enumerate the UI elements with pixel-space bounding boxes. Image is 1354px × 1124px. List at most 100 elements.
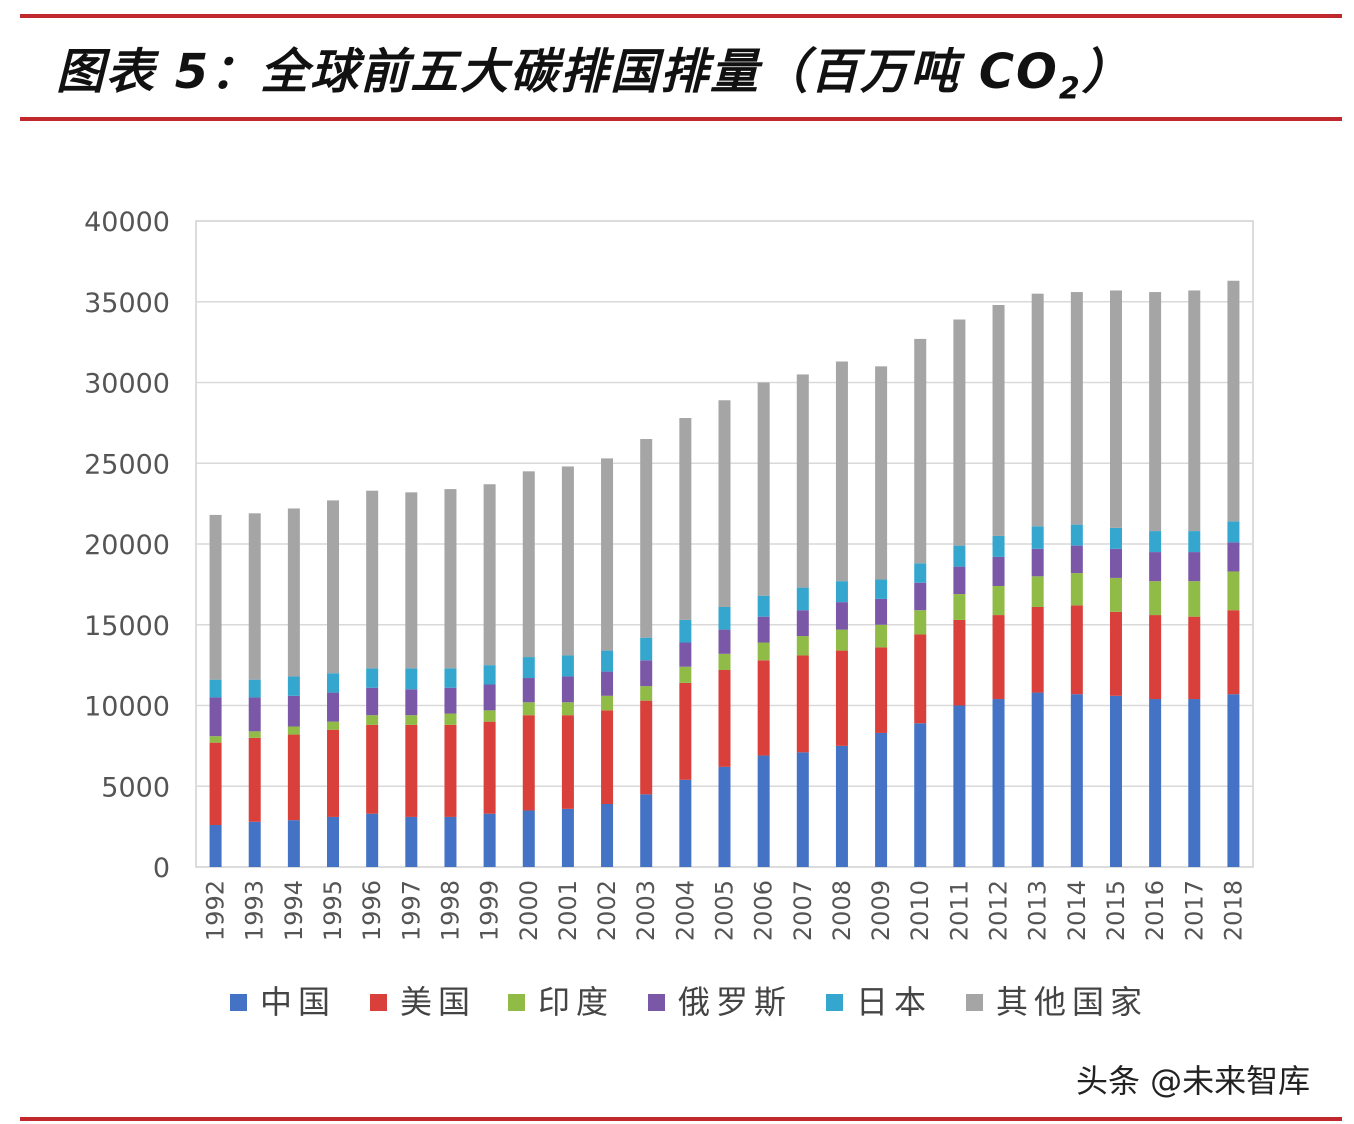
x-tick-label-1993: 1993 bbox=[241, 880, 269, 941]
bar-2016-日本 bbox=[1149, 531, 1162, 553]
bar-2004-印度 bbox=[679, 666, 692, 683]
x-tick-label-2007: 2007 bbox=[789, 880, 817, 941]
bar-1995-日本 bbox=[327, 673, 340, 693]
y-tick-label-0: 0 bbox=[153, 853, 170, 884]
bar-2010-日本 bbox=[914, 563, 927, 583]
bar-1998-日本 bbox=[444, 668, 457, 688]
bar-2013-美国 bbox=[1031, 606, 1044, 693]
bar-2015-印度 bbox=[1109, 577, 1122, 612]
bar-1992-中国 bbox=[209, 825, 222, 867]
bar-2005-印度 bbox=[718, 653, 731, 670]
bar-2011-中国 bbox=[953, 705, 966, 867]
bar-2007-印度 bbox=[796, 636, 809, 656]
bar-2011-其他国家 bbox=[953, 319, 966, 546]
bar-2012-印度 bbox=[992, 585, 1005, 616]
y-tick-label-5000: 5000 bbox=[101, 772, 170, 803]
bar-2012-中国 bbox=[992, 699, 1005, 867]
bar-1995-印度 bbox=[327, 721, 340, 730]
bar-1994-俄罗斯 bbox=[287, 695, 300, 727]
bar-2018-印度 bbox=[1227, 571, 1240, 611]
bar-2001-中国 bbox=[561, 808, 574, 867]
bar-2012-日本 bbox=[992, 535, 1005, 557]
legend-label-印度: 印度 bbox=[538, 983, 614, 1021]
chart-title-main: 图表 5：全球前五大碳排国排量（百万吨 CO bbox=[56, 44, 1059, 100]
x-tick-label-2014: 2014 bbox=[1063, 880, 1091, 941]
bar-1999-中国 bbox=[483, 813, 496, 867]
legend-label-俄罗斯: 俄罗斯 bbox=[678, 983, 792, 1021]
bar-1996-印度 bbox=[366, 715, 379, 725]
bar-2000-中国 bbox=[522, 810, 535, 867]
x-tick-label-2002: 2002 bbox=[593, 880, 621, 941]
x-tick-label-1994: 1994 bbox=[280, 880, 308, 941]
bar-1993-日本 bbox=[248, 679, 261, 698]
bar-1999-其他国家 bbox=[483, 484, 496, 666]
bar-2003-日本 bbox=[640, 637, 653, 661]
bar-1998-美国 bbox=[444, 724, 457, 817]
bar-2017-印度 bbox=[1188, 581, 1201, 617]
bar-2013-其他国家 bbox=[1031, 293, 1044, 527]
bar-1992-美国 bbox=[209, 742, 222, 826]
legend-label-日本: 日本 bbox=[856, 983, 932, 1021]
x-tick-label-2000: 2000 bbox=[515, 880, 543, 941]
bar-1997-美国 bbox=[405, 724, 418, 817]
bar-2007-其他国家 bbox=[796, 374, 809, 588]
bar-2003-印度 bbox=[640, 686, 653, 701]
x-tick-label-2017: 2017 bbox=[1180, 880, 1208, 941]
bar-2008-其他国家 bbox=[835, 361, 848, 582]
legend-label-中国: 中国 bbox=[260, 983, 336, 1021]
legend-swatch-俄罗斯 bbox=[648, 994, 665, 1011]
bar-2002-日本 bbox=[601, 650, 614, 672]
x-tick-label-2004: 2004 bbox=[671, 880, 699, 941]
bar-2007-美国 bbox=[796, 655, 809, 753]
bar-2001-美国 bbox=[561, 715, 574, 809]
bar-2007-俄罗斯 bbox=[796, 610, 809, 637]
bar-2016-俄罗斯 bbox=[1149, 552, 1162, 582]
bar-1993-俄罗斯 bbox=[248, 697, 261, 732]
x-tick-label-1996: 1996 bbox=[358, 880, 386, 941]
bar-1997-其他国家 bbox=[405, 492, 418, 669]
y-tick-label-30000: 30000 bbox=[84, 369, 170, 400]
bar-2016-其他国家 bbox=[1149, 292, 1162, 532]
y-tick-label-10000: 10000 bbox=[84, 692, 170, 723]
bar-2004-中国 bbox=[679, 779, 692, 867]
bar-1996-俄罗斯 bbox=[366, 687, 379, 716]
bar-2016-美国 bbox=[1149, 615, 1162, 700]
legend-swatch-其他国家 bbox=[966, 994, 983, 1011]
bar-2015-中国 bbox=[1109, 695, 1122, 867]
bar-1998-中国 bbox=[444, 816, 457, 867]
bar-2004-俄罗斯 bbox=[679, 642, 692, 667]
bar-2013-中国 bbox=[1031, 692, 1044, 867]
bar-2011-俄罗斯 bbox=[953, 566, 966, 595]
bar-1992-其他国家 bbox=[209, 514, 222, 680]
y-tick-label-20000: 20000 bbox=[84, 530, 170, 561]
x-tick-label-2016: 2016 bbox=[1141, 880, 1169, 941]
top-rule bbox=[20, 14, 1342, 18]
bar-1994-印度 bbox=[287, 726, 300, 735]
bar-2010-印度 bbox=[914, 610, 927, 635]
bar-2009-其他国家 bbox=[875, 366, 888, 580]
bar-2003-俄罗斯 bbox=[640, 660, 653, 687]
x-tick-label-2013: 2013 bbox=[1024, 880, 1052, 941]
bar-1994-美国 bbox=[287, 734, 300, 821]
x-tick-label-1997: 1997 bbox=[397, 880, 425, 941]
bar-2018-其他国家 bbox=[1227, 280, 1240, 522]
bar-2018-日本 bbox=[1227, 521, 1240, 543]
y-tick-label-25000: 25000 bbox=[84, 449, 170, 480]
legend-label-美国: 美国 bbox=[400, 983, 476, 1021]
bar-2003-中国 bbox=[640, 794, 653, 867]
title-underline bbox=[20, 117, 1342, 121]
x-tick-label-2015: 2015 bbox=[1102, 880, 1130, 941]
bar-2011-日本 bbox=[953, 545, 966, 567]
bar-2006-日本 bbox=[757, 595, 770, 617]
bar-2011-印度 bbox=[953, 594, 966, 620]
bar-2001-印度 bbox=[561, 702, 574, 716]
x-tick-label-1995: 1995 bbox=[319, 880, 347, 941]
bar-1996-其他国家 bbox=[366, 490, 379, 669]
bar-2015-美国 bbox=[1109, 611, 1122, 696]
legend-swatch-美国 bbox=[370, 994, 387, 1011]
x-tick-label-2012: 2012 bbox=[985, 880, 1013, 941]
watermark: 头条 @未来智库 bbox=[1076, 1062, 1311, 1100]
bar-2009-中国 bbox=[875, 732, 888, 867]
bar-2002-其他国家 bbox=[601, 458, 614, 651]
bar-2005-其他国家 bbox=[718, 400, 731, 607]
